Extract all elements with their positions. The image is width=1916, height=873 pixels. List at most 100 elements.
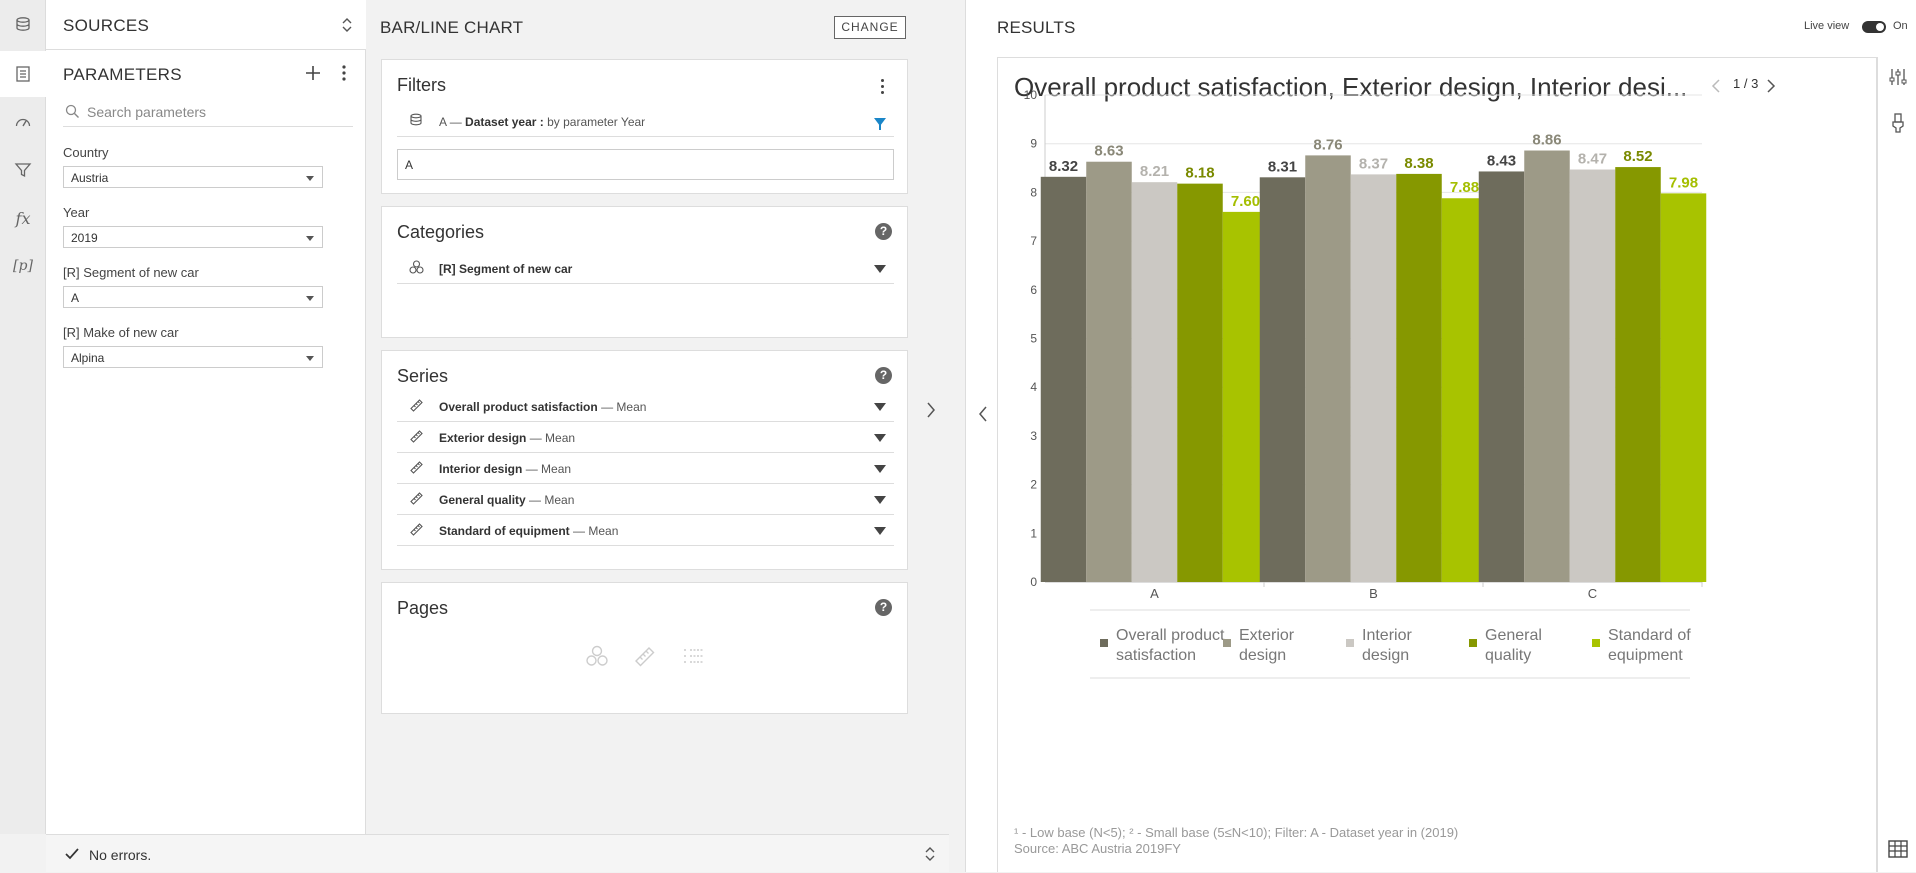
legend-label: Overall product [1116, 627, 1225, 644]
next-page-icon[interactable] [1766, 78, 1776, 94]
variable-icon[interactable]: [p] [13, 258, 33, 274]
legend-label: satisfaction [1116, 647, 1196, 664]
change-chart-button[interactable]: CHANGE [834, 16, 906, 39]
add-parameter-icon[interactable] [304, 64, 322, 82]
database-icon[interactable] [0, 2, 46, 48]
country-value: Austria [71, 171, 109, 185]
filter-detail: by parameter Year [547, 115, 646, 129]
series-row[interactable]: Overall product satisfaction — Mean [397, 391, 894, 422]
parameters-list-icon[interactable] [0, 51, 47, 97]
series-row[interactable]: Exterior design — Mean [397, 422, 894, 453]
legend-swatch [1346, 639, 1354, 647]
make-select[interactable]: Alpina [63, 346, 323, 368]
segment-label: [R] Segment of new car [63, 265, 199, 280]
function-icon[interactable]: fx [15, 208, 31, 228]
filter-icon[interactable] [874, 527, 886, 535]
expand-right-icon[interactable] [926, 401, 936, 419]
legend-label: design [1362, 647, 1409, 664]
series-stat: Mean [544, 493, 575, 507]
series-stat: Mean [541, 462, 572, 476]
bar [1660, 193, 1707, 582]
bar [1396, 173, 1442, 583]
live-view-label: Live view [1804, 20, 1850, 32]
help-icon[interactable]: ? [875, 599, 892, 616]
collapse-left-icon[interactable] [978, 405, 988, 423]
ruler-icon [409, 429, 424, 444]
bar [1350, 174, 1397, 583]
filter-icon[interactable] [874, 465, 886, 473]
pages-title: Pages [397, 598, 449, 618]
filter-icon[interactable] [0, 147, 46, 193]
chevron-down-icon [306, 176, 314, 181]
live-view-toggle[interactable] [1862, 21, 1886, 33]
country-select[interactable]: Austria [63, 166, 323, 188]
filter-icon[interactable] [874, 496, 886, 504]
y-tick-label: 9 [1030, 137, 1037, 151]
category-row[interactable]: [R] Segment of new car [397, 253, 894, 284]
help-icon[interactable]: ? [875, 367, 892, 384]
ruler-icon [409, 491, 424, 506]
data-label: 8.52 [1623, 148, 1652, 165]
segment-value: A [71, 291, 80, 305]
filter-icon[interactable] [874, 403, 886, 411]
y-tick-label: 0 [1030, 575, 1037, 589]
filter-icon[interactable] [874, 265, 886, 273]
gauge-icon[interactable] [0, 99, 46, 145]
series-card: Series ? Overall product satisfaction — … [381, 350, 908, 570]
expand-collapse-icon[interactable] [341, 15, 353, 35]
bar [1086, 161, 1132, 582]
data-label: 7.60 [1231, 193, 1260, 210]
segments-icon [585, 645, 609, 667]
data-label: 8.86 [1532, 132, 1561, 149]
data-label: 8.76 [1313, 136, 1342, 153]
make-label: [R] Make of new car [63, 325, 179, 340]
bar [1569, 169, 1616, 583]
more-options-icon[interactable] [880, 78, 885, 95]
series-row[interactable]: General quality — Mean [397, 484, 894, 515]
segment-select[interactable]: A [63, 286, 323, 308]
results-title: RESULTS [997, 18, 1076, 37]
settings-sliders-icon[interactable] [1889, 67, 1907, 87]
x-tick-label: B [1369, 586, 1378, 601]
series-row[interactable]: Standard of equipment — Mean [397, 515, 894, 546]
search-input[interactable] [87, 102, 347, 122]
parameters-title: PARAMETERS [63, 65, 182, 84]
chevron-down-icon [306, 296, 314, 301]
table-view-icon[interactable] [1888, 840, 1908, 858]
data-label: 8.47 [1578, 151, 1607, 168]
chart-config-panel: BAR/LINE CHART CHANGE Filters A — Datase… [366, 0, 949, 834]
pages-card: Pages ? [381, 582, 908, 714]
categories-card: Categories ? [R] Segment of new car [381, 206, 908, 338]
filter-icon[interactable] [874, 434, 886, 442]
data-label: 8.21 [1140, 163, 1169, 180]
filter-name: Dataset year : [465, 115, 544, 129]
legend-label: General [1485, 627, 1542, 644]
chart-title: Overall product satisfaction, Exterior d… [1014, 72, 1688, 102]
expand-collapse-icon[interactable] [924, 844, 936, 864]
data-label: 8.43 [1487, 152, 1516, 169]
country-label: Country [63, 145, 109, 160]
previous-page-icon[interactable] [1711, 78, 1721, 94]
filter-active-icon[interactable] [874, 118, 886, 130]
filter-row[interactable]: A — Dataset year : by parameter Year [397, 106, 894, 137]
y-tick-label: 6 [1030, 283, 1037, 297]
status-text: No errors. [89, 847, 152, 863]
bar [1478, 171, 1525, 583]
chevron-down-icon [306, 236, 314, 241]
sources-title: SOURCES [63, 16, 150, 35]
y-tick-label: 3 [1030, 429, 1037, 443]
filters-title: Filters [397, 75, 446, 95]
help-icon[interactable]: ? [875, 223, 892, 240]
series-row[interactable]: Interior design — Mean [397, 453, 894, 484]
list-icon [681, 645, 707, 667]
results-panel: RESULTS Live view On Overall product sat… [965, 0, 1916, 872]
series-title: Series [397, 366, 449, 386]
filter-value-field[interactable]: A [397, 149, 894, 180]
year-select[interactable]: 2019 [63, 226, 323, 248]
paint-brush-icon[interactable] [1890, 112, 1906, 134]
series-name: Exterior design [439, 431, 527, 445]
data-label: 7.98 [1669, 174, 1698, 191]
more-options-icon[interactable] [341, 64, 347, 82]
live-view-state: On [1893, 20, 1908, 32]
parameter-search [63, 97, 353, 127]
